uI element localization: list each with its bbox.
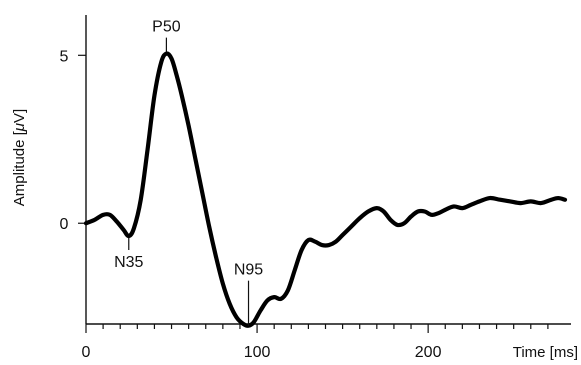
axis-labels: 0 100 200 0 5 Time [ms] Amplitude [μV] (11, 48, 578, 361)
y-axis-label: Amplitude [μV] (11, 109, 28, 206)
y-axis-label-prefix: Amplitude [ (11, 130, 28, 206)
annotation-p50: P50 (152, 19, 181, 36)
annotation-n35: N35 (114, 254, 143, 271)
x-axis-label: Time [ms] (513, 344, 578, 361)
series-line-0 (83, 51, 568, 328)
y-axis-label-suffix: V] (11, 109, 28, 123)
x-tick-label: 100 (244, 344, 271, 361)
series-layer (83, 51, 568, 328)
y-tick-label: 0 (60, 216, 69, 233)
annotations: P50 N35 N95 (114, 19, 263, 326)
y-tick-label: 5 (60, 48, 69, 65)
y-axis-label-mu: μ (11, 123, 28, 132)
annotation-n95: N95 (234, 262, 263, 279)
axes (78, 15, 571, 333)
x-tick-label: 0 (82, 344, 91, 361)
x-tick-label: 200 (415, 344, 442, 361)
